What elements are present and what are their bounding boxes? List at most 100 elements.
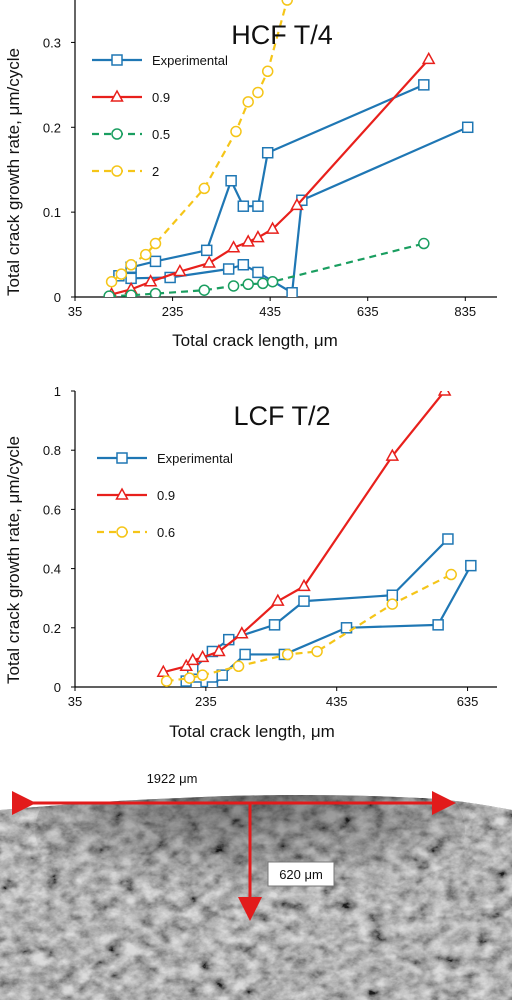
hcf-point-0-5 bbox=[257, 277, 269, 290]
hcf-legend: Experimental 0.9 0.5 2 bbox=[92, 53, 228, 179]
depth-label-box bbox=[267, 861, 335, 887]
lcf-y-tick-label: 0.4 bbox=[43, 562, 61, 577]
hcf-point-0-9 bbox=[241, 234, 255, 247]
lcf-point-0-6 bbox=[160, 675, 173, 687]
lcf-point-experimental bbox=[432, 619, 444, 631]
hcf-point-0-9 bbox=[173, 263, 187, 277]
hcf-point-2 bbox=[125, 259, 137, 271]
hcf-point-0-9 bbox=[226, 240, 241, 253]
lcf-y-tick-label: 0.2 bbox=[43, 621, 61, 636]
hcf-x-tick-label: 835 bbox=[454, 304, 476, 319]
hcf-legend-marker-0-5 bbox=[111, 128, 123, 140]
lcf-point-0-9 bbox=[156, 664, 171, 677]
hcf-point-0-5 bbox=[149, 287, 162, 297]
hcf-point-experimental bbox=[252, 200, 264, 212]
lcf-legend-marker-0-6 bbox=[116, 526, 128, 538]
lcf-x-ticks: 35 235 435 635 bbox=[68, 687, 479, 709]
hcf-y-tick-label: 0.3 bbox=[43, 35, 61, 50]
hcf-point-experimental bbox=[237, 200, 250, 212]
lcf-point-experimental bbox=[190, 681, 202, 687]
lcf-x-tick-label: 635 bbox=[457, 694, 479, 709]
lcf-legend-marker-0-9 bbox=[115, 487, 129, 500]
hcf-point-0-9 bbox=[251, 230, 265, 243]
hcf-x-tick-label: 635 bbox=[357, 304, 379, 319]
lcf-legend-marker-experimental bbox=[116, 452, 128, 464]
lcf-y-ticks: 0 0.2 0.4 0.6 0.8 1 bbox=[43, 384, 75, 695]
hcf-legend-label-0-9: 0.9 bbox=[152, 90, 170, 105]
hcf-point-0-5 bbox=[266, 275, 279, 288]
lcf-chart: 35 235 435 635 0 0.2 0.4 0.6 0.8 1 LCF T/2 Exper… bbox=[4, 384, 497, 741]
lcf-y-axis-label: Total crack growth rate, μm/cycle bbox=[4, 436, 23, 684]
lcf-y-tick-label: 0 bbox=[54, 680, 61, 695]
lcf-point-0-9 bbox=[185, 652, 200, 666]
hcf-plot-area bbox=[103, 0, 474, 297]
hcf-point-experimental bbox=[222, 263, 235, 275]
hcf-point-2 bbox=[198, 182, 211, 195]
hcf-point-experimental bbox=[461, 121, 474, 134]
fracture-micrograph: 1922 μm 620 μm bbox=[0, 758, 512, 1000]
lcf-point-0-6 bbox=[281, 648, 294, 661]
hcf-point-2 bbox=[139, 248, 152, 261]
hcf-point-0-5 bbox=[198, 284, 211, 296]
hcf-point-experimental bbox=[200, 244, 213, 257]
hcf-point-0-5 bbox=[125, 289, 137, 297]
lcf-x-tick-label: 435 bbox=[326, 694, 348, 709]
lcf-series-line-0-9 bbox=[163, 391, 446, 674]
crack-depth-label: 620 μm bbox=[279, 867, 323, 882]
lcf-point-0-9 bbox=[212, 643, 226, 657]
lcf-point-0-9 bbox=[271, 593, 285, 606]
hcf-legend-label-0-5: 0.5 bbox=[152, 127, 170, 142]
lcf-point-0-9 bbox=[179, 658, 193, 672]
hcf-legend-marker-0-9 bbox=[110, 89, 124, 102]
lcf-point-0-6 bbox=[232, 660, 245, 673]
hcf-legend-marker-2 bbox=[111, 165, 123, 177]
hcf-legend-label-experimental: Experimental bbox=[152, 53, 228, 68]
hcf-y-tick-label: 0 bbox=[54, 290, 61, 305]
hcf-legend-marker-experimental bbox=[111, 54, 123, 66]
lcf-point-experimental bbox=[465, 559, 477, 572]
hcf-point-0-9 bbox=[265, 221, 280, 234]
lcf-legend-label-0-6: 0.6 bbox=[157, 525, 175, 540]
hcf-point-experimental bbox=[286, 287, 298, 297]
hcf-point-2 bbox=[261, 65, 274, 78]
lcf-plot-area bbox=[156, 391, 477, 687]
hcf-x-axis-label: Total crack length, μm bbox=[172, 331, 338, 350]
lcf-point-experimental bbox=[340, 622, 353, 634]
hcf-point-0-5 bbox=[227, 280, 240, 292]
lcf-x-axis-label: Total crack length, μm bbox=[169, 722, 335, 741]
lcf-point-0-6 bbox=[183, 672, 196, 684]
lcf-legend-label-0-9: 0.9 bbox=[157, 488, 175, 503]
hcf-x-ticks: 35 235 435 635 835 bbox=[68, 297, 476, 319]
hcf-x-tick-label: 435 bbox=[259, 304, 281, 319]
hcf-y-ticks: 0 0.1 0.2 0.3 bbox=[43, 35, 75, 305]
hcf-x-tick-label: 35 bbox=[68, 304, 82, 319]
lcf-point-experimental bbox=[216, 669, 228, 681]
hcf-point-2 bbox=[230, 125, 242, 138]
hcf-point-0-9 bbox=[202, 255, 216, 268]
hcf-point-0-9 bbox=[290, 197, 304, 211]
lcf-point-0-6 bbox=[196, 669, 209, 681]
hcf-chart-title: HCF T/4 bbox=[231, 20, 333, 50]
hcf-point-0-5 bbox=[103, 290, 115, 297]
hcf-point-2 bbox=[105, 275, 118, 288]
lcf-legend-label-experimental: Experimental bbox=[157, 451, 233, 466]
lcf-series bbox=[156, 391, 477, 687]
lcf-point-experimental bbox=[442, 533, 454, 545]
lcf-chart-title: LCF T/2 bbox=[233, 401, 330, 431]
lcf-legend: Experimental 0.9 0.6 bbox=[97, 451, 233, 540]
lcf-point-0-9 bbox=[385, 448, 400, 461]
hcf-chart: 35 235 435 635 835 0 0.1 0.2 0.3 HCF T/4 Experi… bbox=[4, 0, 497, 350]
hcf-legend-label-2: 2 bbox=[152, 164, 159, 179]
hcf-y-axis-label: Total crack growth rate, μm/cycle bbox=[4, 48, 23, 296]
hcf-point-experimental bbox=[237, 259, 250, 271]
lcf-y-tick-label: 0.8 bbox=[43, 443, 61, 458]
lcf-point-0-9 bbox=[235, 626, 249, 639]
hcf-series-line-experimental bbox=[130, 83, 425, 269]
hcf-point-2 bbox=[115, 268, 128, 280]
lcf-point-experimental bbox=[268, 619, 281, 631]
hcf-point-2 bbox=[242, 96, 254, 108]
hcf-point-2 bbox=[252, 86, 264, 99]
lcf-x-tick-label: 35 bbox=[68, 694, 82, 709]
lcf-point-0-6 bbox=[445, 568, 457, 581]
